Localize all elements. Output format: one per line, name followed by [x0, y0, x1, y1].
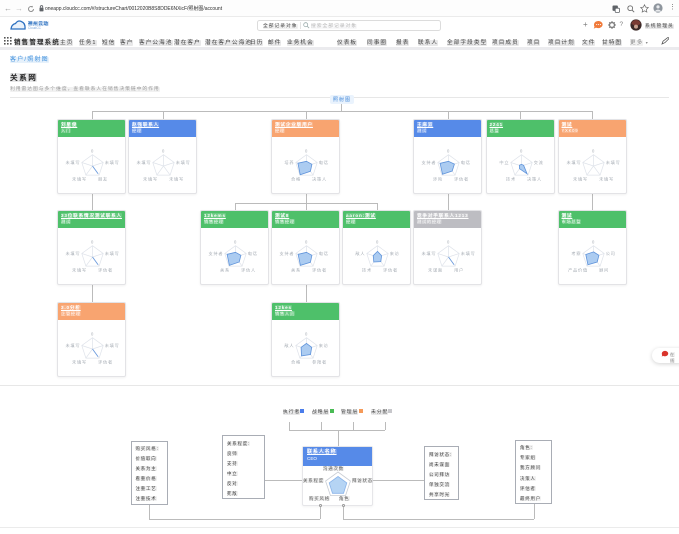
svg-text:电话: 电话 — [461, 159, 471, 166]
svg-text:未填写: 未填写 — [143, 176, 158, 183]
svg-text:未填写: 未填写 — [176, 159, 191, 166]
svg-text:未填写: 未填写 — [461, 250, 476, 257]
svg-text:合格: 合格 — [291, 176, 301, 183]
svg-text:支持者: 支持者 — [279, 250, 294, 257]
svg-text:0: 0 — [234, 240, 237, 245]
svg-text:未填写: 未填写 — [72, 359, 87, 366]
svg-text:0: 0 — [376, 240, 379, 245]
svg-text:0: 0 — [305, 240, 308, 245]
svg-text:未填写: 未填写 — [105, 250, 120, 257]
svg-text:未填写: 未填写 — [573, 176, 588, 183]
svg-text:来访: 来访 — [390, 250, 400, 257]
svg-text:支持者: 支持者 — [208, 250, 223, 257]
svg-text:交流: 交流 — [533, 159, 543, 166]
svg-text:评估人: 评估人 — [241, 267, 256, 274]
svg-text:未填写: 未填写 — [421, 250, 436, 257]
svg-text:参拜者: 参拜者 — [312, 359, 327, 366]
svg-text:0: 0 — [305, 149, 308, 154]
svg-text:技术: 技术 — [506, 176, 516, 183]
svg-text:未填写: 未填写 — [136, 159, 151, 166]
svg-text:敌人: 敌人 — [355, 250, 365, 257]
svg-text:电话: 电话 — [248, 250, 258, 257]
svg-text:关系: 关系 — [220, 267, 230, 274]
svg-text:0: 0 — [91, 149, 94, 154]
svg-text:培养: 培养 — [284, 159, 294, 166]
svg-text:评估者: 评估者 — [454, 176, 469, 183]
svg-text:产品价值: 产品价值 — [568, 267, 588, 274]
svg-text:电话: 电话 — [319, 159, 329, 166]
svg-text:关系: 关系 — [291, 267, 301, 274]
svg-text:评估者: 评估者 — [383, 267, 398, 274]
svg-text:0: 0 — [91, 332, 94, 337]
svg-text:0: 0 — [91, 240, 94, 245]
svg-text:0: 0 — [591, 240, 594, 245]
svg-text:评估者: 评估者 — [312, 267, 327, 274]
svg-text:合格: 合格 — [291, 359, 301, 366]
svg-text:未填写: 未填写 — [105, 342, 120, 349]
svg-text:中立: 中立 — [499, 159, 509, 166]
svg-text:评估者: 评估者 — [98, 359, 113, 366]
svg-text:未填写: 未填写 — [566, 159, 581, 166]
svg-text:未填写: 未填写 — [105, 159, 120, 166]
svg-text:未填写: 未填写 — [65, 342, 80, 349]
svg-text:未填写: 未填写 — [72, 176, 87, 183]
svg-text:决策人: 决策人 — [312, 176, 327, 183]
svg-text:来访: 来访 — [319, 342, 329, 349]
svg-text:电话: 电话 — [319, 250, 329, 257]
svg-text:0: 0 — [447, 240, 450, 245]
svg-text:0: 0 — [519, 149, 522, 154]
svg-text:未谋面: 未谋面 — [428, 267, 443, 274]
svg-text:0: 0 — [305, 332, 308, 337]
svg-text:0: 0 — [447, 149, 450, 154]
svg-text:涉险: 涉险 — [433, 176, 443, 183]
svg-text:未填写: 未填写 — [605, 159, 620, 166]
svg-text:0: 0 — [591, 149, 594, 154]
svg-text:评估者: 评估者 — [98, 267, 113, 274]
svg-text:未填写: 未填写 — [72, 267, 87, 274]
svg-text:支持者: 支持者 — [421, 159, 436, 166]
svg-text:未填写: 未填写 — [65, 159, 80, 166]
svg-text:顾问: 顾问 — [599, 267, 609, 274]
svg-text:考察: 考察 — [571, 250, 581, 257]
svg-text:公司: 公司 — [605, 251, 615, 256]
svg-text:敌人: 敌人 — [284, 342, 294, 349]
svg-text:用户: 用户 — [454, 267, 464, 274]
svg-text:未填写: 未填写 — [65, 250, 80, 257]
svg-text:技术: 技术 — [362, 267, 372, 274]
svg-text:未填写: 未填写 — [599, 176, 614, 183]
svg-text:未填写: 未填写 — [169, 176, 184, 183]
svg-text:朋友: 朋友 — [98, 176, 108, 183]
svg-text:决策人: 决策人 — [527, 176, 542, 183]
svg-text:0: 0 — [162, 149, 165, 154]
